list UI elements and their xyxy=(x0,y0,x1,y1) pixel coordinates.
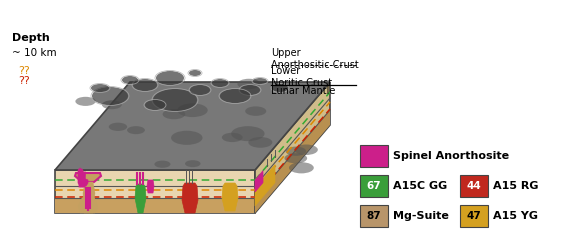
Ellipse shape xyxy=(75,97,95,106)
Text: ??: ?? xyxy=(18,66,30,76)
Text: ~ 10 km: ~ 10 km xyxy=(12,48,56,58)
FancyBboxPatch shape xyxy=(460,205,488,227)
Text: Depth: Depth xyxy=(12,33,50,43)
FancyBboxPatch shape xyxy=(460,175,488,197)
Polygon shape xyxy=(55,198,255,213)
Text: A15 YG: A15 YG xyxy=(493,211,538,221)
Polygon shape xyxy=(255,110,330,213)
Text: ??: ?? xyxy=(18,76,30,86)
Text: Lower
Noritic Crust: Lower Noritic Crust xyxy=(271,66,332,88)
Text: Upper
Anorthositic Crust: Upper Anorthositic Crust xyxy=(271,48,359,70)
Ellipse shape xyxy=(102,100,122,109)
Ellipse shape xyxy=(109,123,127,131)
Ellipse shape xyxy=(231,126,264,141)
Ellipse shape xyxy=(189,70,201,76)
Polygon shape xyxy=(75,173,101,182)
Text: A15C GG: A15C GG xyxy=(393,181,447,191)
Ellipse shape xyxy=(177,103,208,117)
Ellipse shape xyxy=(240,85,260,95)
Text: 47: 47 xyxy=(467,211,481,221)
Ellipse shape xyxy=(92,87,128,105)
Text: 67: 67 xyxy=(367,181,381,191)
Ellipse shape xyxy=(156,71,184,85)
Polygon shape xyxy=(255,82,330,213)
Text: A15 RG: A15 RG xyxy=(493,181,539,191)
Polygon shape xyxy=(78,168,88,186)
Ellipse shape xyxy=(285,153,307,163)
Ellipse shape xyxy=(190,85,210,95)
Ellipse shape xyxy=(185,160,201,167)
Polygon shape xyxy=(55,170,255,213)
Ellipse shape xyxy=(133,79,157,91)
Ellipse shape xyxy=(245,106,266,116)
Ellipse shape xyxy=(163,109,185,119)
Ellipse shape xyxy=(220,89,250,103)
Polygon shape xyxy=(78,196,98,213)
Text: Lunar Mantle: Lunar Mantle xyxy=(271,86,335,96)
Ellipse shape xyxy=(212,79,228,87)
Polygon shape xyxy=(222,183,238,211)
FancyBboxPatch shape xyxy=(360,175,388,197)
Ellipse shape xyxy=(155,161,170,168)
Ellipse shape xyxy=(248,137,273,148)
Ellipse shape xyxy=(145,100,165,110)
Ellipse shape xyxy=(237,79,260,89)
Ellipse shape xyxy=(253,78,267,84)
Polygon shape xyxy=(255,171,263,192)
Ellipse shape xyxy=(272,84,288,92)
Ellipse shape xyxy=(91,84,109,92)
Polygon shape xyxy=(182,183,198,213)
FancyBboxPatch shape xyxy=(360,205,388,227)
Polygon shape xyxy=(255,164,275,206)
Ellipse shape xyxy=(286,147,306,156)
Polygon shape xyxy=(55,82,330,170)
Text: Spinel Anorthosite: Spinel Anorthosite xyxy=(393,151,509,161)
Ellipse shape xyxy=(122,76,138,84)
Ellipse shape xyxy=(153,89,197,111)
Text: 44: 44 xyxy=(467,181,481,191)
Polygon shape xyxy=(83,182,95,213)
Ellipse shape xyxy=(171,131,202,145)
Ellipse shape xyxy=(289,162,314,173)
Ellipse shape xyxy=(222,133,243,142)
Text: 87: 87 xyxy=(367,211,381,221)
Ellipse shape xyxy=(127,126,145,134)
Polygon shape xyxy=(147,180,154,193)
Polygon shape xyxy=(135,184,146,213)
Text: Mg-Suite: Mg-Suite xyxy=(393,211,449,221)
Ellipse shape xyxy=(294,145,318,155)
FancyBboxPatch shape xyxy=(360,145,388,167)
